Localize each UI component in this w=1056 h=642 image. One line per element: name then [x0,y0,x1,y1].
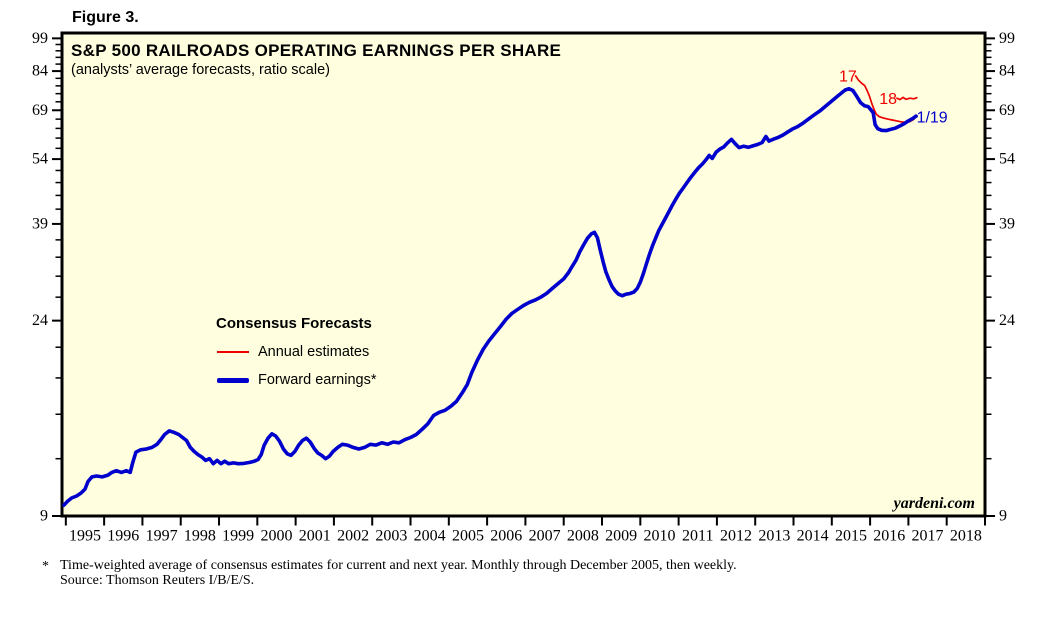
legend-annual-swatch [217,351,249,353]
y-axis-label-right: 69 [999,102,1015,119]
y-axis-label-right: 24 [999,312,1015,329]
forward-earnings-line [62,86,918,508]
x-axis-year-label: 2014 [797,527,829,544]
y-axis-label-right: 39 [999,215,1015,232]
figure-label: Figure 3. [72,9,139,26]
x-axis-year-label: 2010 [643,527,675,544]
x-axis-year-label: 2011 [682,527,713,544]
y-axis-label-right: 99 [999,30,1015,47]
y-axis-label-left: 84 [32,63,48,80]
x-axis-year-label: 2001 [299,527,331,544]
y-axis-label-left: 39 [32,215,48,232]
chart-title: S&P 500 RAILROADS OPERATING EARNINGS PER… [71,41,562,60]
watermark: yardeni.com [893,495,975,512]
footnote-line1: Time-weighted average of consensus estim… [60,558,737,573]
y-axis-label-right: 84 [999,63,1015,80]
legend-heading: Consensus Forecasts [216,315,372,332]
legend-label-annual-estimates: Annual estimates [258,344,370,360]
legend-forward-swatch [217,378,249,383]
x-axis-year-label: 2012 [720,527,752,544]
y-axis-label-left: 9 [40,508,48,525]
plot-area [60,31,987,518]
x-axis-year-label: 2008 [567,527,599,544]
x-axis-year-label: 2017 [912,527,944,544]
x-axis-year-label: 2006 [490,527,522,544]
x-axis-year-label: 2003 [375,527,407,544]
annual-estimates-2017-line [854,75,915,124]
x-axis-year-label: 1998 [184,527,216,544]
x-axis-year-label: 2009 [605,527,637,544]
annotation-18: 18 [879,91,897,108]
x-axis-year-label: 2002 [337,527,369,544]
y-axis-label-left: 24 [32,312,48,329]
x-axis-year-label: 2007 [529,527,561,544]
x-axis-year-label: 1999 [222,527,254,544]
x-axis-year-label: 2000 [260,527,292,544]
x-axis-year-label: 1995 [69,527,101,544]
legend-label-forward-earnings: Forward earnings* [258,372,377,388]
y-axis-label-right: 54 [999,151,1015,168]
footnote: Time-weighted average of consensus estim… [60,558,970,588]
y-axis-label-left: 99 [32,30,48,47]
x-axis-year-label: 2005 [452,527,484,544]
y-axis-label-left: 54 [32,151,48,168]
footnote-marker: * [42,559,49,574]
annual-estimates-2018-line [896,96,918,101]
footnote-line2: Source: Thomson Reuters I/B/E/S. [60,572,255,588]
annotation-119: 1/19 [917,110,948,127]
chart-subtitle: (analysts’ average forecasts, ratio scal… [71,62,330,78]
y-axis-label-left: 69 [32,102,48,119]
x-axis-year-label: 2013 [758,527,790,544]
x-axis-year-label: 1996 [107,527,139,544]
y-axis-label-right: 9 [999,508,1007,525]
x-axis-year-label: 2018 [950,527,982,544]
x-axis-year-label: 2004 [414,527,446,544]
x-axis-year-label: 2016 [873,527,905,544]
annotation-17: 17 [839,69,857,86]
x-axis-year-label: 1997 [146,527,178,544]
x-axis-year-label: 2015 [835,527,867,544]
